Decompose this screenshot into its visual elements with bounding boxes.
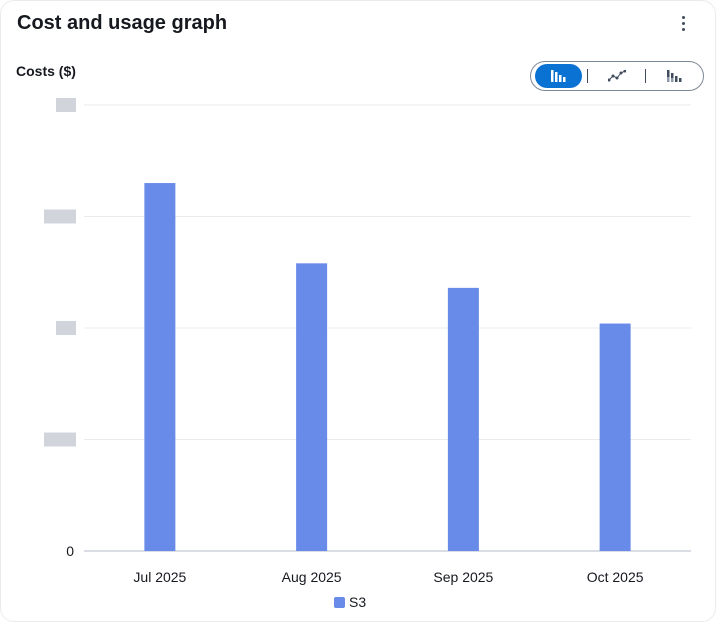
chart-legend[interactable]: S3 [334, 594, 366, 610]
y-tick-label-redacted [56, 98, 76, 112]
y-tick-label: 0 [66, 543, 74, 559]
bar-s3-3 [599, 323, 631, 551]
line-chart-toggle[interactable] [588, 64, 645, 88]
y-axis-label: Costs ($) [16, 63, 76, 79]
stacked-bar-toggle[interactable] [646, 64, 703, 88]
x-tick-label: Jul 2025 [133, 569, 186, 585]
bar-s3-0 [144, 183, 176, 552]
x-tick-label: Oct 2025 [587, 569, 644, 585]
bar-s3-2 [447, 287, 479, 551]
legend-label-s3: S3 [349, 594, 367, 610]
toggle-divider [587, 69, 589, 83]
x-tick-label: Sep 2025 [433, 569, 493, 585]
bar-chart: 0 Jul 2025 Aug 2025 Sep 2025 Oct 2025 [44, 98, 691, 585]
y-tick-label-redacted [44, 432, 76, 447]
chart-type-toggle [530, 61, 704, 91]
bar-s3-1 [296, 263, 328, 551]
chart-title: Cost and usage graph [17, 12, 228, 34]
y-tick-label-redacted [56, 321, 76, 335]
line-chart-icon [607, 70, 626, 82]
y-tick-label-redacted [44, 209, 76, 224]
bar-chart-icon [550, 70, 566, 82]
toggle-divider [645, 69, 646, 83]
more-options-icon[interactable] [673, 11, 693, 35]
x-tick-label: Aug 2025 [282, 569, 342, 585]
legend-swatch-s3 [334, 596, 345, 608]
bar-chart-toggle[interactable] [534, 64, 583, 88]
stacked-bar-chart-icon [666, 70, 681, 82]
